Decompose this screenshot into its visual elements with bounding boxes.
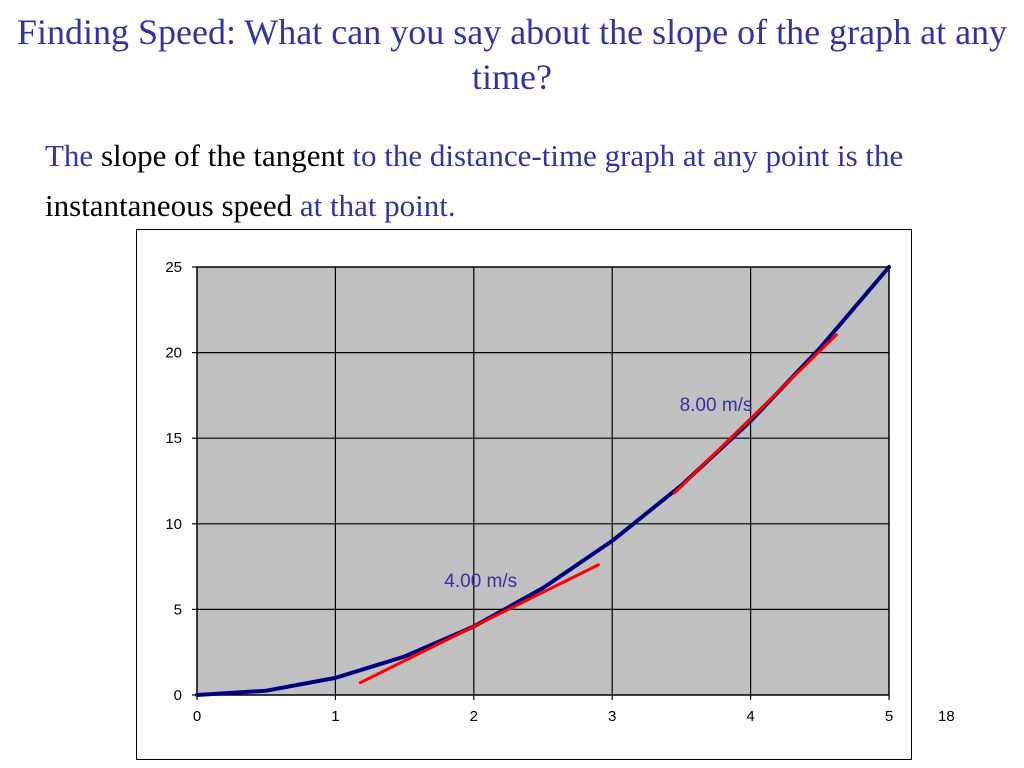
statement-part-1: The: [45, 138, 101, 173]
x-tick-label: 1: [331, 708, 339, 725]
tangent-speed-label-1: 4.00 m/s: [444, 571, 517, 592]
distance-time-chart: 0 1 2 3 4 5 0 5 10 15 20 25 4.00 m/s 8.00 m/s: [165, 259, 893, 725]
slide-statement: The slope of the tangent to the distance…: [45, 131, 925, 231]
x-tick-label: 0: [193, 708, 201, 725]
statement-key-slope: slope of the tangent: [100, 138, 345, 173]
x-tick-label: 2: [470, 708, 478, 725]
slide-title: Finding Speed: What can you say about th…: [16, 12, 1008, 97]
slide-number: 18: [938, 708, 955, 725]
x-tick-label: 3: [608, 708, 616, 725]
y-tick-label: 0: [174, 687, 182, 704]
x-tick-label: 4: [746, 708, 754, 725]
chart-frame: 0 1 2 3 4 5 0 5 10 15 20 25 4.00 m/s 8.00 m/s: [136, 229, 912, 760]
y-tick-label: 15: [165, 430, 182, 447]
y-tick-label: 25: [165, 259, 182, 276]
x-tick-label: 5: [885, 708, 893, 725]
tangent-line-1: [358, 563, 600, 685]
statement-key-speed: instantaneous speed: [45, 188, 293, 223]
plot-area: [196, 266, 890, 696]
y-tick-label: 10: [165, 516, 182, 533]
y-tick-label: 20: [165, 345, 182, 362]
statement-part-3: at that point.: [292, 188, 456, 223]
y-tick-label: 5: [174, 601, 182, 618]
tangent-line-2: [672, 333, 838, 495]
tangent-speed-label-2: 8.00 m/s: [680, 395, 753, 416]
statement-part-2: to the distance-time graph at any point …: [344, 138, 904, 173]
